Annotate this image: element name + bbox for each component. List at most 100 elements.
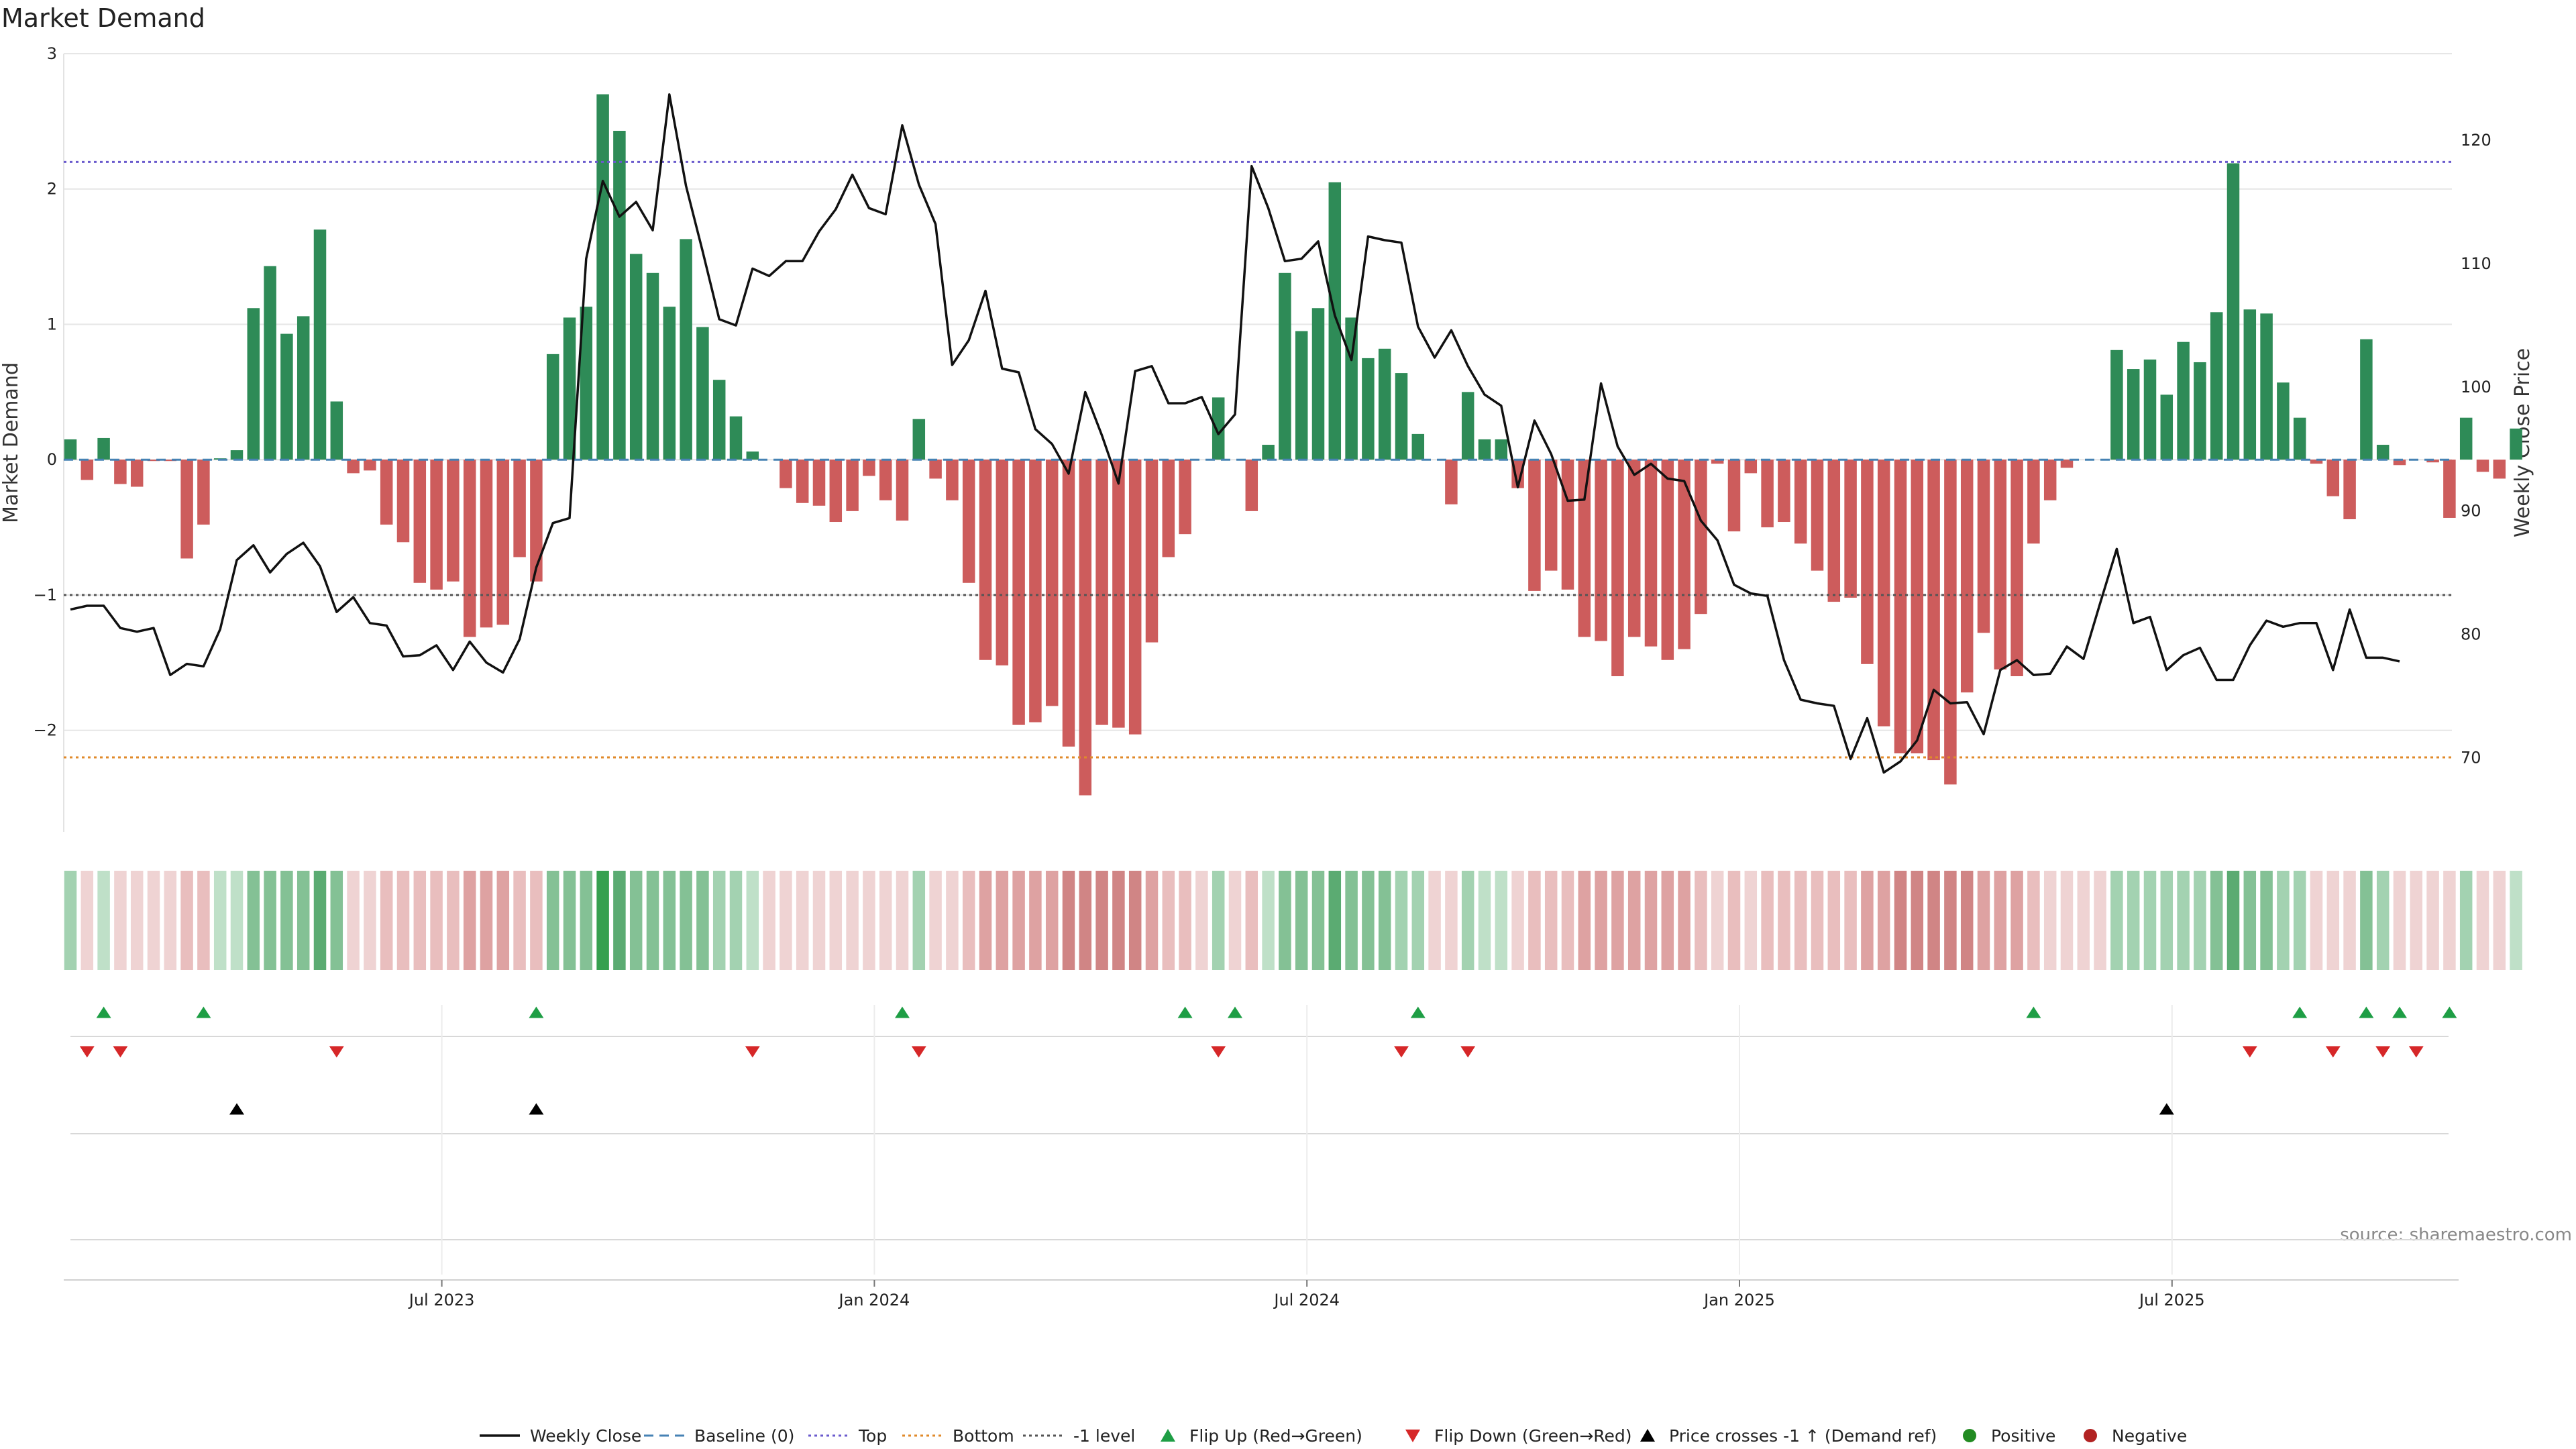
y2-tick-label: 120 [2461, 131, 2491, 150]
heat-cell [2010, 871, 2023, 970]
legend-label: Positive [1991, 1426, 2055, 1446]
demand-bar [2210, 312, 2223, 460]
heat-cell [1844, 871, 1857, 970]
demand-bar [1528, 460, 1541, 591]
legend-label: Bottom [953, 1426, 1014, 1446]
demand-bar [1778, 460, 1790, 523]
flip-up-marker [2442, 1006, 2457, 1018]
heat-cell [1128, 871, 1142, 970]
demand-bar [1761, 460, 1774, 528]
demand-bar [1678, 460, 1690, 649]
demand-bar [712, 380, 726, 460]
demand-bar [1544, 460, 1558, 571]
demand-bar [629, 254, 643, 460]
flip-up-marker [2026, 1006, 2041, 1018]
demand-bar [1627, 460, 1641, 637]
demand-bar [1362, 358, 1375, 460]
demand-bar [80, 460, 94, 480]
heat-cell [1328, 871, 1342, 970]
y-axis-title: Market Demand [0, 362, 23, 523]
heat-cell [2260, 871, 2273, 970]
reference-lines [64, 160, 2452, 759]
flip-up-marker [1410, 1006, 1426, 1018]
flip-down-marker [79, 1046, 95, 1058]
flip-down-marker [1394, 1046, 1409, 1058]
demand-bar [879, 460, 892, 500]
y2-tick-label: 90 [2461, 501, 2481, 520]
heat-cell [1495, 871, 1508, 970]
demand-bar [2226, 163, 2240, 460]
heat-cell [496, 871, 510, 970]
heat-cell [2043, 871, 2057, 970]
demand-bar [2293, 417, 2306, 460]
heat-cell [1228, 871, 1242, 970]
heat-cell [563, 871, 576, 970]
heat-cell [347, 871, 360, 970]
flip-down-marker [1211, 1046, 1226, 1058]
demand-bar [1311, 308, 1325, 460]
heat-cell [513, 871, 526, 970]
demand-bar [2326, 460, 2340, 496]
heat-cell [1544, 871, 1558, 970]
heat-cell [430, 871, 443, 970]
demand-bar [1461, 392, 1474, 460]
demand-bar [2393, 460, 2406, 466]
y2-tick-label: 110 [2461, 254, 2491, 273]
legend-label: Top [858, 1426, 887, 1446]
heat-cell [413, 871, 427, 970]
heat-cell [1279, 871, 1291, 970]
legend-label: Negative [2112, 1426, 2187, 1446]
demand-bar [1128, 460, 1142, 735]
heat-cell [280, 871, 293, 970]
demand-bar [1495, 439, 1508, 460]
heat-cell [2160, 871, 2174, 970]
heat-cell [2343, 871, 2356, 970]
date-tick-label: Jul 2024 [1273, 1291, 1340, 1309]
demand-bar [979, 460, 992, 660]
heat-cell [130, 871, 144, 970]
demand-bar [1811, 460, 1824, 571]
price-cross-marker [229, 1103, 244, 1115]
demand-bar [2426, 460, 2439, 463]
flip-up-marker [2392, 1006, 2407, 1018]
heat-cell [796, 871, 809, 970]
demand-bar [380, 460, 393, 525]
demand-bar [729, 416, 743, 460]
date-tick-label: Jul 2025 [2138, 1291, 2205, 1309]
demand-bar [2360, 339, 2373, 460]
heat-cell [180, 871, 193, 970]
heat-cell [114, 871, 127, 970]
demand-heatstrip [64, 871, 2522, 970]
y2-axis-ticks: 120 110 100 90 80 70 [2461, 131, 2491, 767]
heat-cell [1179, 871, 1191, 970]
heat-cell [1245, 871, 1258, 970]
demand-bar [2127, 369, 2140, 460]
heat-cell [879, 871, 892, 970]
heat-cell [946, 871, 959, 970]
demand-bar [663, 307, 676, 460]
heat-cell [1778, 871, 1790, 970]
heat-cell [1727, 871, 1741, 970]
demand-bar [1561, 460, 1574, 590]
heat-cell [2226, 871, 2240, 970]
heat-cell [1311, 871, 1325, 970]
demand-bar [929, 460, 942, 479]
heat-cell [629, 871, 643, 970]
demand-bar [530, 460, 543, 582]
heat-cell [1761, 871, 1774, 970]
demand-bar [1245, 460, 1258, 511]
heat-cell [1445, 871, 1458, 970]
demand-bar [2476, 460, 2489, 472]
heat-cell [480, 871, 493, 970]
heat-cell [313, 871, 327, 970]
demand-bar [1861, 460, 1874, 664]
demand-bar [1644, 460, 1658, 647]
heat-cell [580, 871, 593, 970]
heat-cell [929, 871, 942, 970]
legend-label: Flip Down (Green→Red) [1434, 1426, 1632, 1446]
heat-cell [812, 871, 826, 970]
heat-cell [996, 871, 1009, 970]
heat-cell [1711, 871, 1724, 970]
demand-bar [364, 460, 376, 471]
y-tick-label: 2 [47, 180, 57, 199]
